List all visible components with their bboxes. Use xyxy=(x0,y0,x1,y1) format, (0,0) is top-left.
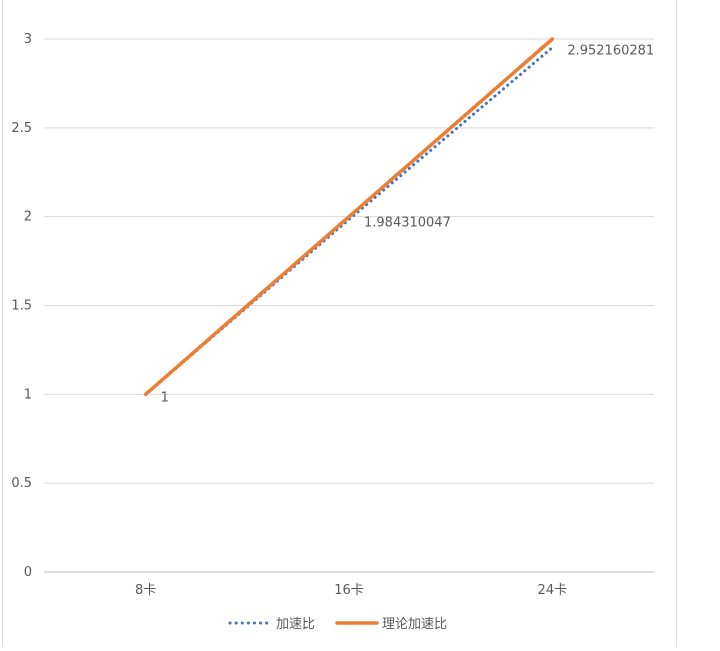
x-axis-ticks: 8卡 16卡 24卡 xyxy=(135,583,567,598)
x-tick-label: 8卡 xyxy=(135,583,156,598)
y-tick-label: 1 xyxy=(24,387,32,402)
legend: 加速比 理论加速比 xyxy=(228,617,447,632)
x-tick-label: 16卡 xyxy=(334,583,364,598)
y-tick-label: 1.5 xyxy=(11,299,32,314)
series-lines xyxy=(143,37,555,397)
y-tick-label: 2 xyxy=(24,210,32,225)
frame-border-left xyxy=(2,0,3,647)
legend-label: 理论加速比 xyxy=(382,617,447,632)
x-tick-label: 24卡 xyxy=(538,583,568,598)
y-tick-label: 3 xyxy=(24,32,32,47)
data-labels: 1 1.984310047 2.952160281 xyxy=(161,43,655,405)
legend-label: 加速比 xyxy=(276,617,315,632)
frame-border-right xyxy=(676,0,677,647)
y-axis-ticks: 0 0.5 1 1.5 2 2.5 3 xyxy=(11,32,32,580)
series-line xyxy=(143,37,555,397)
data-label: 1.984310047 xyxy=(364,215,451,230)
gridlines xyxy=(44,38,654,573)
y-tick-label: 2.5 xyxy=(11,121,32,136)
data-label: 1 xyxy=(161,390,169,405)
y-tick-label: 0 xyxy=(24,565,32,580)
data-label: 2.952160281 xyxy=(567,43,654,58)
y-tick-label: 0.5 xyxy=(11,476,32,491)
